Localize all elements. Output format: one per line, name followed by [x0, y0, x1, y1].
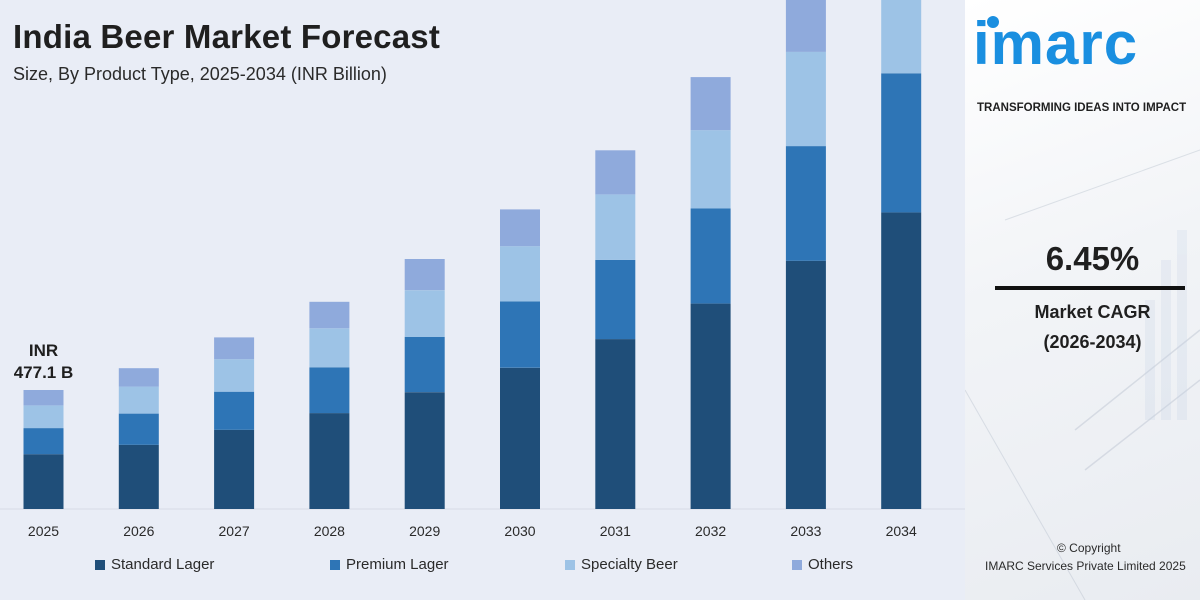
bar-segment	[500, 301, 540, 368]
bar-segment	[500, 367, 540, 509]
bar-segment	[785, 146, 826, 261]
bar-segment	[690, 208, 731, 304]
bar-segment	[785, 0, 826, 52]
logo-dot-icon	[987, 16, 999, 28]
background-chart-graphic	[965, 149, 1200, 600]
legend-label: Premium Lager	[346, 556, 449, 573]
bar-segment	[118, 444, 159, 509]
x-tick-label: 2030	[504, 523, 535, 539]
legend-swatch	[330, 559, 340, 570]
bar-segment	[404, 290, 445, 337]
bar-segment	[309, 328, 350, 368]
bar-segment	[118, 413, 159, 445]
legend-item: Others	[792, 556, 853, 573]
legend-label: Specialty Beer	[581, 556, 678, 573]
x-tick-label: 2026	[123, 523, 154, 539]
bar-segment	[785, 260, 826, 509]
bar-segment	[881, 73, 922, 213]
bar-segment	[595, 259, 636, 340]
legend-swatch	[792, 559, 802, 570]
bar-segment	[404, 336, 445, 393]
bar-segment	[23, 428, 64, 455]
logo-text: imarc	[973, 10, 1139, 77]
legend-swatch	[95, 559, 105, 570]
imarc-logo: imarc	[973, 14, 1200, 74]
bar-segment	[690, 130, 731, 209]
chart-panel: India Beer Market Forecast Size, By Prod…	[0, 0, 965, 600]
bar-segment	[309, 413, 350, 509]
legend-item: Premium Lager	[330, 556, 449, 573]
bar-segment	[690, 303, 731, 509]
chart-title: India Beer Market Forecast	[13, 18, 441, 55]
x-tick-label: 2027	[219, 523, 250, 539]
cagr-label: Market CAGR	[1034, 302, 1151, 322]
cagr-period: (2026-2034)	[1043, 332, 1142, 352]
x-tick-label: 2032	[695, 523, 726, 539]
company-text: IMARC Services Private Limited 2025	[985, 559, 1186, 573]
legend-label: Standard Lager	[111, 556, 215, 573]
x-tick-label: 2028	[314, 523, 345, 539]
bar-segment	[595, 339, 636, 509]
legend-item: Specialty Beer	[565, 556, 678, 573]
bar-segment	[309, 301, 350, 329]
bar-segment	[881, 0, 922, 74]
side-panel: imarc TRANSFORMING IDEAS INTO IMPACT 6.4…	[965, 0, 1200, 600]
bar-segment	[500, 246, 540, 302]
bar-segment	[214, 359, 255, 392]
logo-tagline: TRANSFORMING IDEAS INTO IMPACT	[977, 102, 1187, 114]
x-tick-label: 2031	[600, 523, 631, 539]
bar-segment	[404, 259, 445, 291]
bar-total-value: 477.1 B	[14, 363, 74, 382]
bar-segment	[23, 405, 64, 429]
x-tick-label: 2033	[790, 523, 821, 539]
bar-total-label: INR	[29, 341, 58, 360]
copyright-text: © Copyright	[1057, 541, 1121, 555]
legend-label: Others	[808, 556, 854, 573]
cagr-value: 6.45%	[1045, 240, 1140, 277]
bar-segment	[595, 150, 636, 195]
bar-segment	[881, 212, 922, 509]
bar-segment	[118, 386, 159, 414]
bar-segment	[214, 391, 255, 430]
bar-segment	[785, 51, 826, 147]
legend-swatch	[565, 559, 575, 570]
bar-segment	[404, 392, 445, 509]
bar-segment	[214, 429, 255, 509]
x-tick-label: 2025	[28, 523, 59, 539]
bar-segment	[309, 367, 350, 414]
chart-legend: Standard Lager Premium Lager Specialty Bee…	[0, 556, 965, 580]
chart-subtitle: Size, By Product Type, 2025-2034 (INR Bi…	[13, 64, 387, 84]
legend-item: Standard Lager	[95, 556, 214, 573]
bar-segment	[118, 368, 159, 387]
x-tick-label: 2029	[409, 523, 440, 539]
bar-segment	[690, 77, 731, 131]
chart-plot: 2025 INR 477.1 B 2026 2027 2028 2029 2030 2031 20…	[0, 0, 965, 539]
bar-segment	[23, 454, 64, 509]
bar-segment	[595, 194, 636, 260]
bar-segment	[500, 209, 540, 247]
cagr-divider	[995, 286, 1185, 290]
bar-segment	[23, 390, 64, 406]
x-tick-label: 2034	[886, 523, 917, 539]
bar-segment	[214, 337, 255, 360]
